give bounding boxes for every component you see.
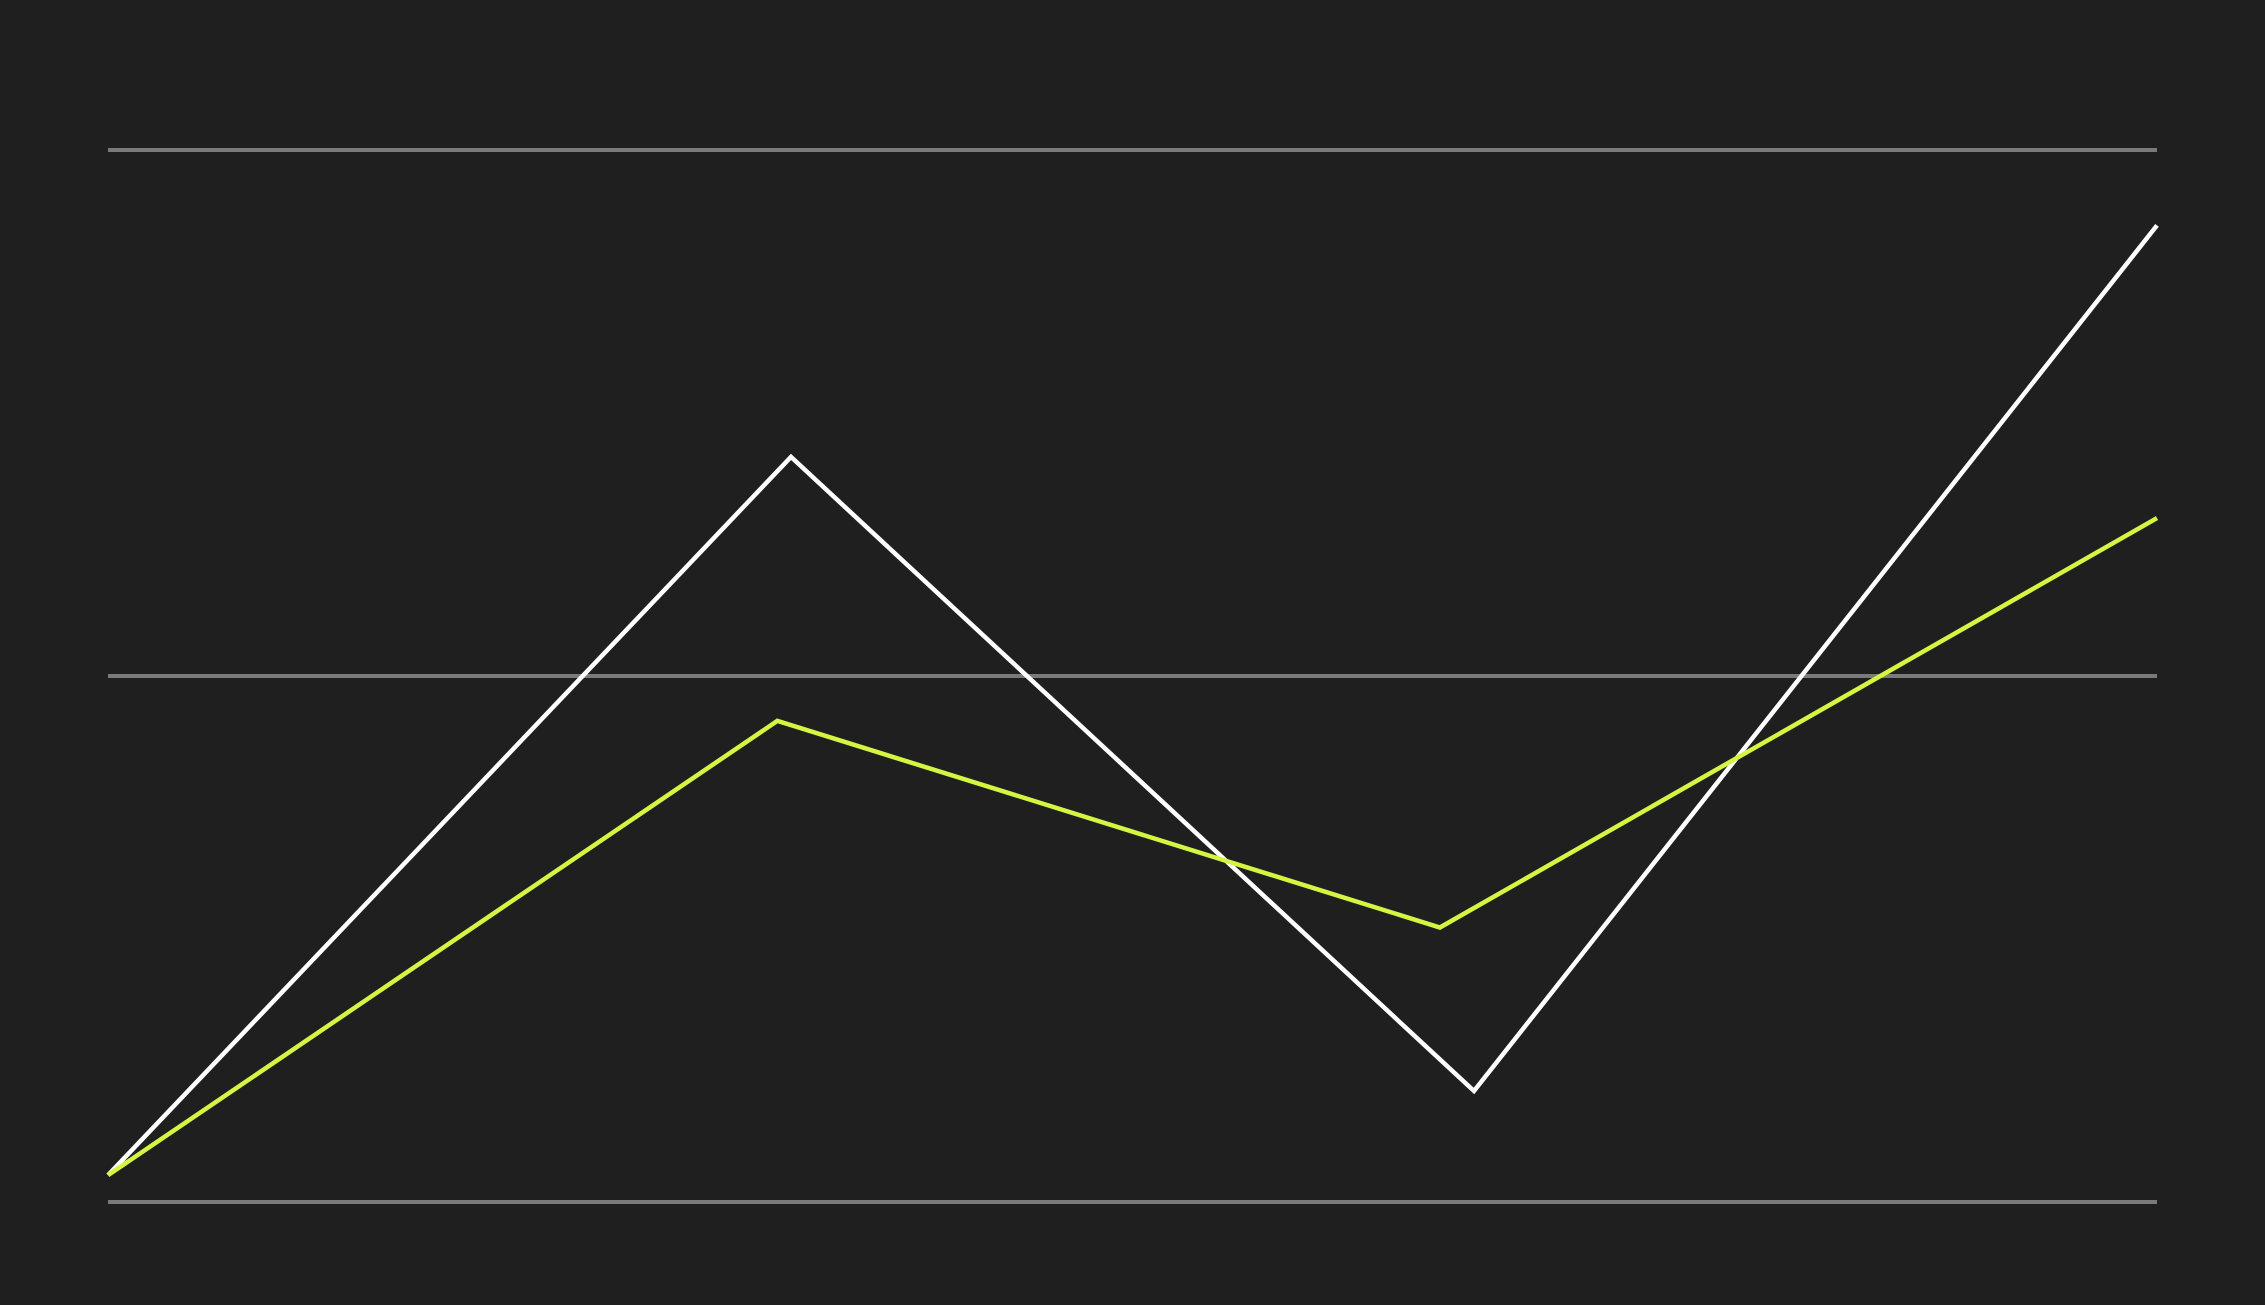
series-group bbox=[106, 224, 2159, 1178]
series-line-1 bbox=[106, 516, 2159, 1178]
gridlines bbox=[108, 147, 2157, 1204]
series-line-0 bbox=[106, 224, 2159, 1177]
